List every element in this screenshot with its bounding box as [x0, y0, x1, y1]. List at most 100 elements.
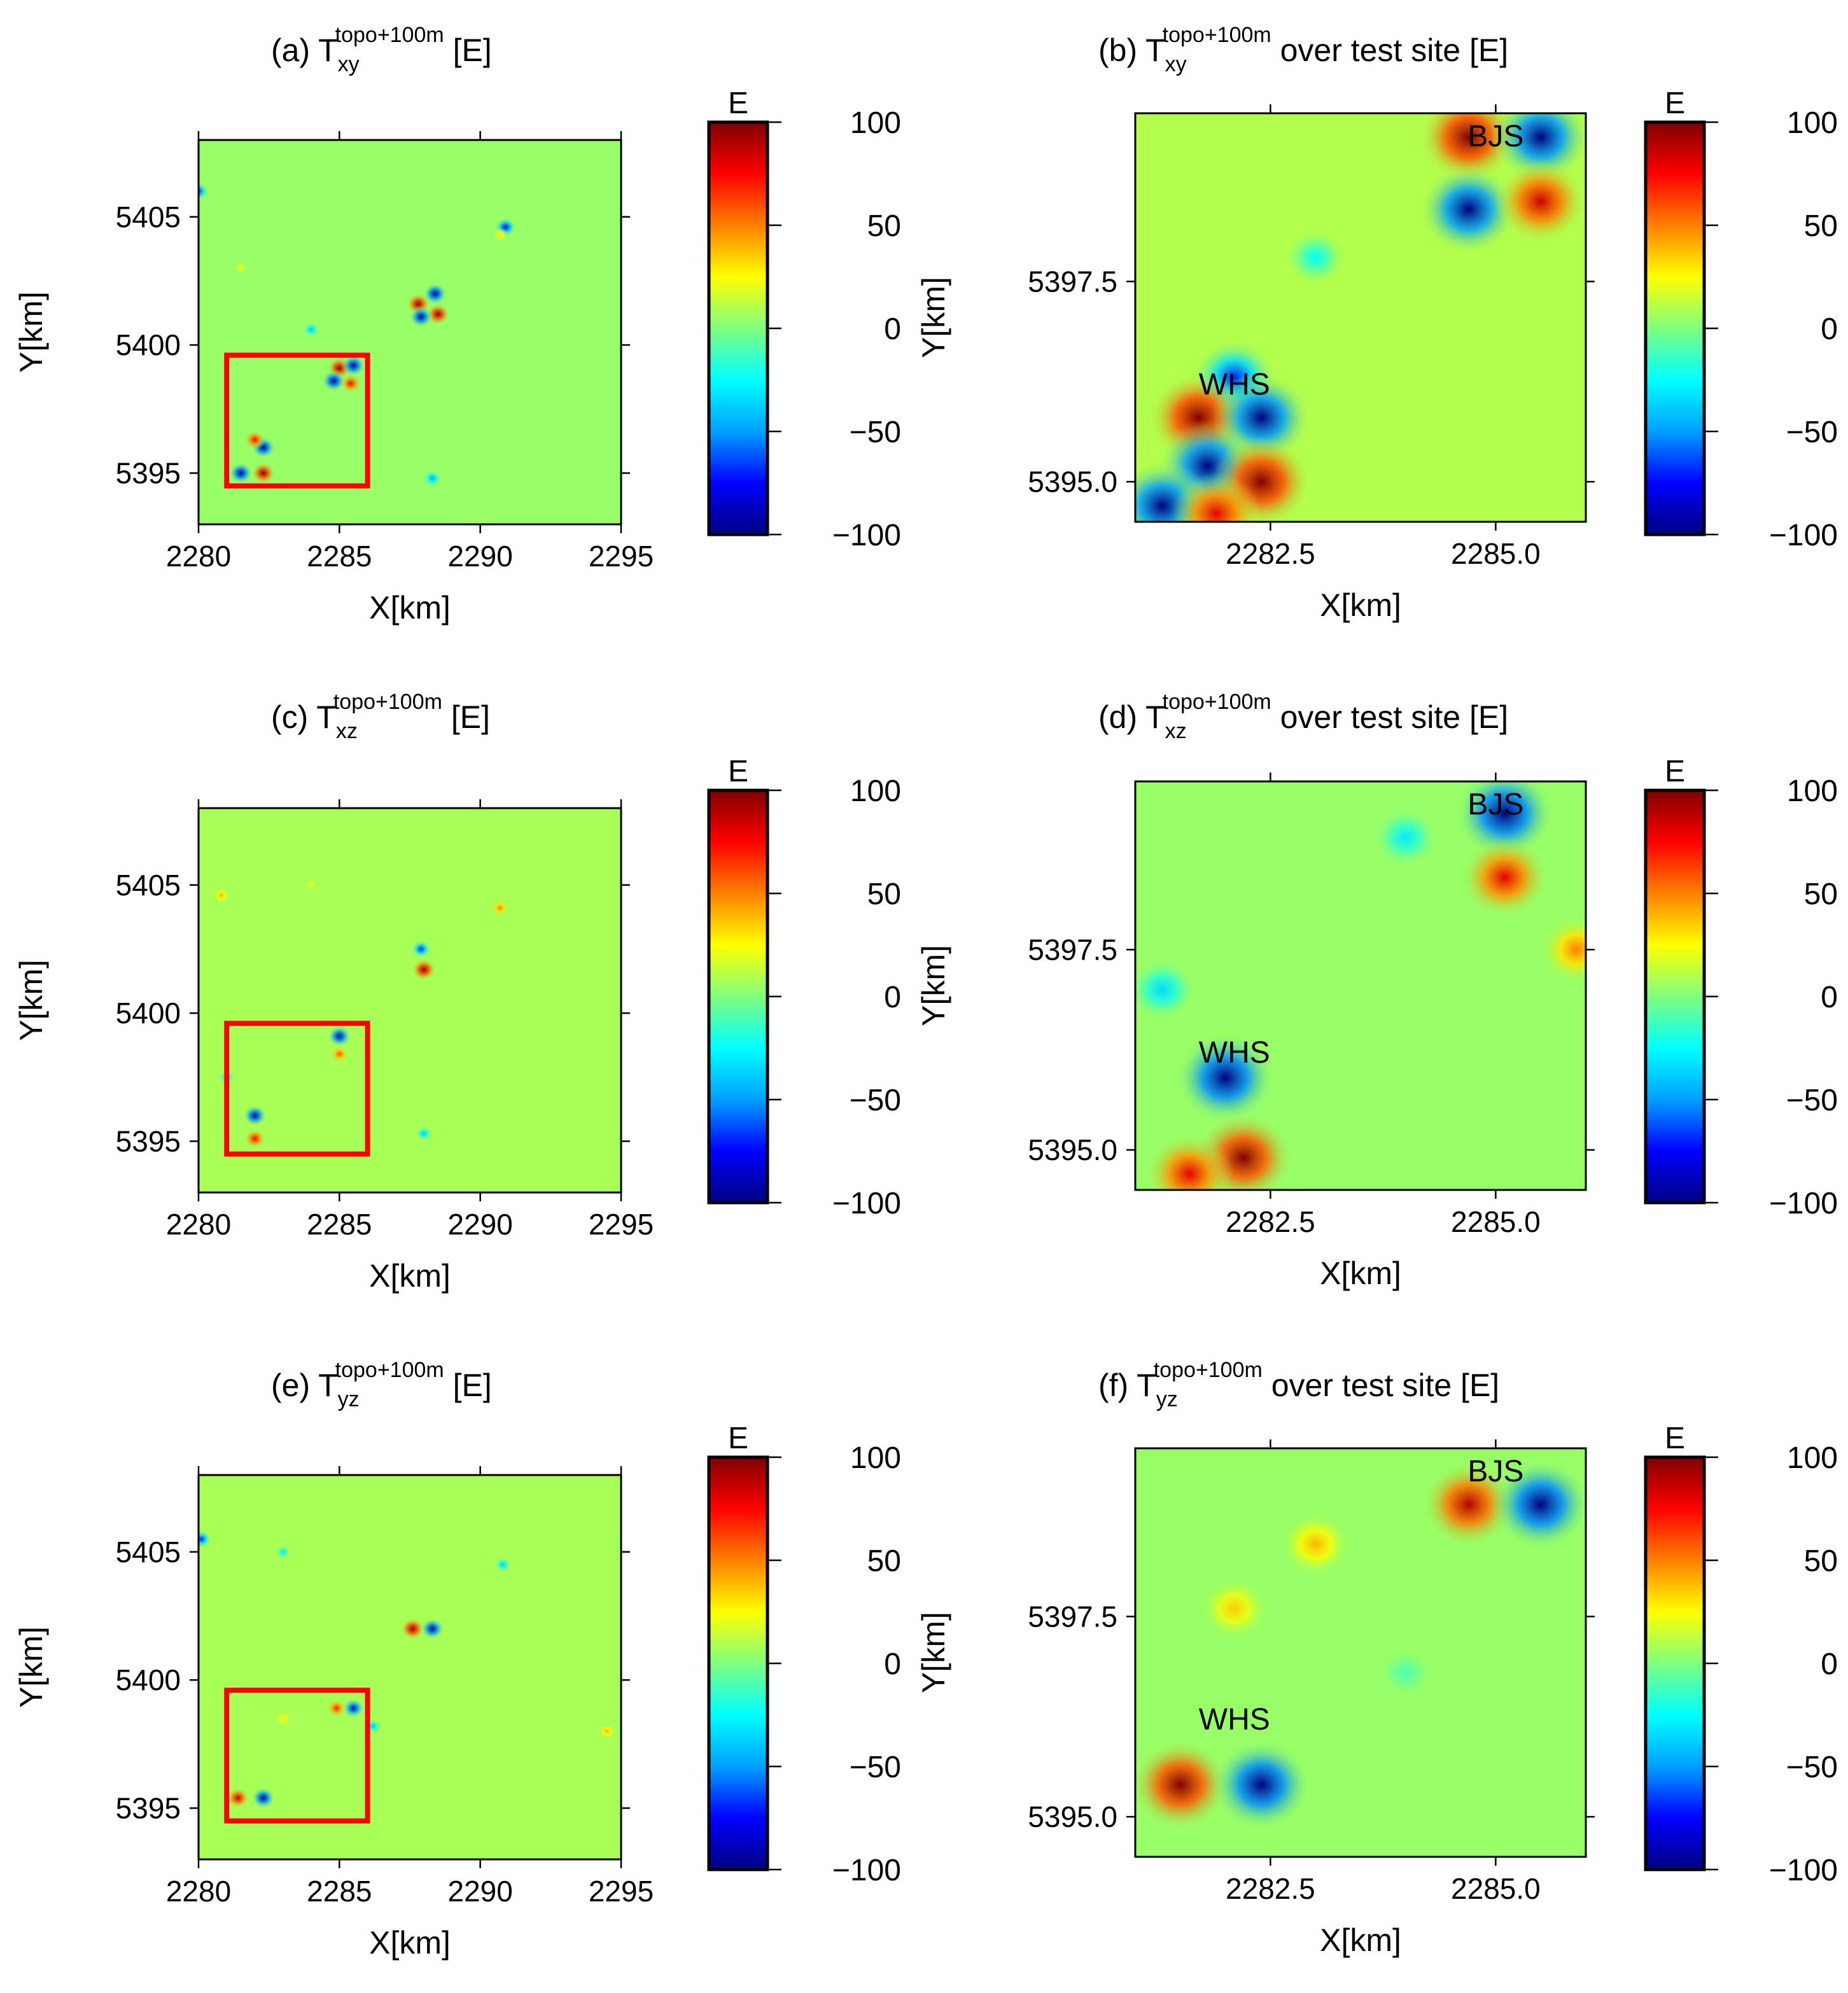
test-site-box — [224, 353, 370, 489]
heatmap-field — [199, 140, 621, 524]
test-site-box — [224, 1021, 370, 1157]
x-axis-label: X[km] — [369, 1258, 451, 1294]
heatmap-background — [199, 808, 621, 1192]
x-tick-label: 2285.0 — [1451, 1205, 1541, 1238]
plot-frame — [1134, 112, 1587, 523]
y-tick-label: 5405 — [116, 869, 181, 902]
panel-a: 2280 2285 2290 2295 5395 5400 5405 X[km] Y[km] (a… — [13, 23, 901, 626]
colorbar-gradient — [1644, 120, 1706, 536]
anomaly-blob — [1171, 473, 1262, 522]
anomaly-blob — [494, 1557, 512, 1572]
anomaly-blob — [492, 227, 508, 242]
plot-frame — [1134, 780, 1587, 1191]
panel-b: 2282.5 2285.0 5395.0 5397.5 X[km] Y[km] WHS BJS… — [916, 23, 1838, 623]
colorbar-tick-label: 0 — [1821, 312, 1838, 346]
heatmap-field — [199, 808, 621, 1192]
anomaly-blob — [1144, 1133, 1235, 1190]
colorbar-tick-label: 50 — [867, 1544, 901, 1578]
anomaly-blob — [412, 958, 436, 981]
y-axis-label: Y[km] — [916, 945, 951, 1026]
colorbar-tick-label: 50 — [1804, 209, 1838, 243]
anomaly-blob — [321, 370, 346, 392]
anomaly-blob — [1539, 915, 1586, 984]
y-axis-label: Y[km] — [916, 1612, 951, 1693]
colorbar-tick-label: 100 — [850, 106, 901, 140]
anomaly-blob — [409, 305, 433, 328]
anomaly-blob — [1418, 164, 1519, 255]
y-tick-label: 5400 — [116, 1663, 181, 1696]
anomaly-blob — [244, 430, 266, 450]
colorbar-tick-label: −50 — [1786, 1751, 1838, 1784]
colorbar-tick-label: 0 — [884, 1647, 901, 1681]
anomaly-blob — [420, 1618, 445, 1640]
colorbar: E 100 50 0 −50 −100 — [707, 755, 901, 1220]
colorbar-tick-label: 0 — [884, 312, 901, 346]
anomaly-blob — [228, 462, 253, 484]
panel-title: (d) Txztopo+100m over test site [E] — [1098, 690, 1508, 743]
x-tick-label: 2295 — [589, 540, 654, 573]
colorbar-title: E — [728, 87, 748, 120]
site-label-bjs: BJS — [1467, 120, 1523, 153]
colorbar-tick-label: 50 — [1804, 1544, 1838, 1578]
x-tick-label: 2282.5 — [1226, 1872, 1315, 1905]
anomaly-blob — [598, 1723, 615, 1739]
colorbar-title: E — [728, 755, 748, 788]
x-tick-label: 2282.5 — [1226, 1205, 1315, 1238]
panel-title: (a) Txytopo+100m [E] — [271, 23, 492, 76]
colorbar-tick-label: 100 — [850, 1441, 901, 1475]
colorbar-tick-label: 50 — [867, 209, 901, 243]
colorbar-gradient — [707, 788, 769, 1205]
site-label-bjs: BJS — [1467, 788, 1523, 822]
y-tick-label: 5395 — [116, 456, 181, 489]
site-label-whs: WHS — [1199, 368, 1270, 402]
colorbar-title: E — [1665, 755, 1685, 788]
x-tick-label: 2290 — [447, 1208, 512, 1241]
colorbar-tick-label: 100 — [1787, 774, 1838, 808]
x-tick-label: 2280 — [166, 1875, 231, 1908]
colorbar-tick-label: −50 — [850, 1751, 901, 1784]
panel-title: (f) Tyztopo+100m over test site [E] — [1098, 1358, 1499, 1411]
site-label-bjs: BJS — [1467, 1455, 1523, 1488]
colorbar-tick-label: −100 — [832, 1187, 901, 1220]
colorbar: E 100 50 0 −50 −100 — [1644, 1422, 1838, 1887]
plot-frame — [197, 139, 622, 526]
y-tick-label: 5405 — [116, 200, 181, 234]
anomaly-blob — [491, 900, 509, 916]
y-axis-label: Y[km] — [13, 1626, 49, 1708]
anomaly-blob — [242, 1105, 267, 1127]
anomaly-blob — [1135, 1739, 1231, 1831]
y-tick-label: 5395 — [116, 1791, 181, 1824]
x-tick-label: 2285 — [307, 540, 372, 573]
anomaly-blob — [1373, 808, 1438, 867]
anomaly-blob — [327, 1025, 352, 1047]
colorbar-tick-label: 100 — [1787, 106, 1838, 140]
colorbar-tick-label: −100 — [832, 519, 901, 552]
colorbar-tick-label: 50 — [1804, 878, 1838, 911]
colorbar-gradient — [1644, 788, 1706, 1205]
colorbar-tick-label: −50 — [1786, 416, 1838, 449]
colorbar-tick-label: −50 — [850, 1084, 901, 1117]
colorbar: E 100 50 0 −50 −100 — [707, 1422, 901, 1887]
x-axis-label: X[km] — [1320, 587, 1401, 623]
colorbar-tick-label: −100 — [1769, 1187, 1838, 1220]
plot-frame — [197, 807, 622, 1194]
panel-c: 2280 2285 2290 2295 5395 5400 5405 X[km] Y[km] (c… — [13, 690, 901, 1294]
anomaly-blob — [1455, 781, 1555, 859]
x-tick-label: 2285.0 — [1451, 537, 1541, 570]
colorbar-title: E — [728, 1422, 748, 1455]
anomaly-blob — [1200, 1577, 1268, 1639]
anomaly-blob — [302, 322, 320, 337]
colorbar-tick-label: 100 — [850, 774, 901, 808]
anomaly-blob — [330, 1045, 349, 1063]
x-axis-label: X[km] — [369, 1925, 451, 1961]
anomaly-blob — [1494, 159, 1586, 244]
x-tick-label: 2290 — [447, 1875, 512, 1908]
colorbar-tick-label: −50 — [1786, 1084, 1838, 1117]
y-tick-label: 5395.0 — [1028, 1800, 1117, 1833]
x-axis-label: X[km] — [369, 590, 451, 626]
heatmap-background — [199, 140, 621, 524]
colorbar-tick-label: 100 — [1787, 1441, 1838, 1475]
test-site-box — [224, 1688, 370, 1824]
x-tick-label: 2282.5 — [1226, 537, 1315, 570]
heatmap-field — [199, 1475, 621, 1859]
